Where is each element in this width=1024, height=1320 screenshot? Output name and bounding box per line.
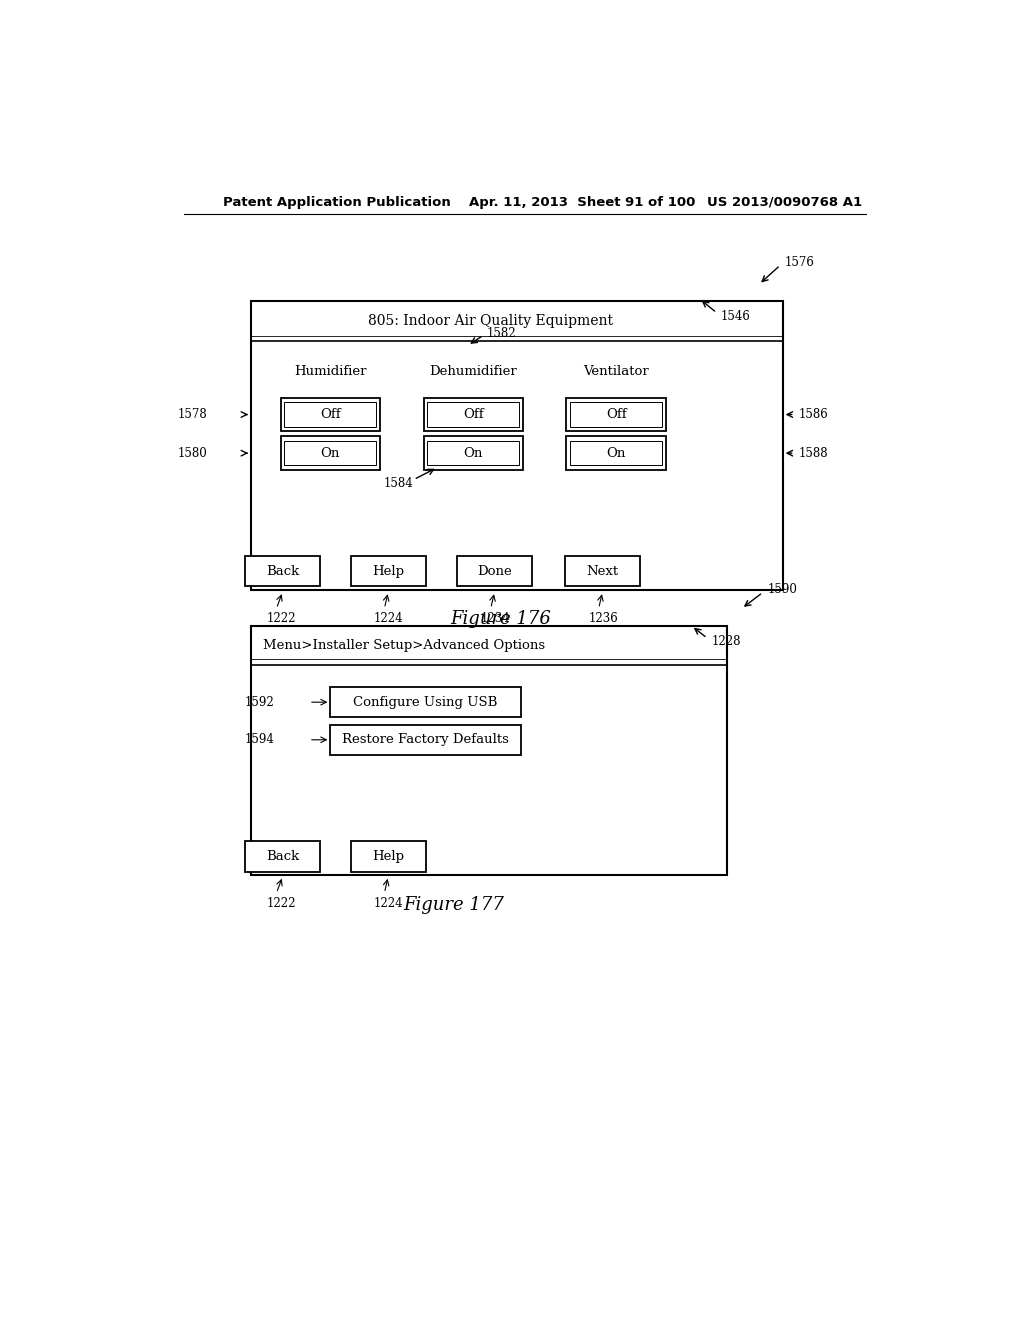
Text: Help: Help [373,850,404,863]
Text: 1588: 1588 [799,446,828,459]
Text: 1546: 1546 [721,310,751,323]
Text: 1582: 1582 [486,327,516,339]
Text: 1224: 1224 [374,896,403,909]
Bar [245,841,321,873]
Text: Back: Back [266,850,299,863]
Text: Back: Back [266,565,299,578]
Text: Ventilator: Ventilator [584,366,649,379]
Text: Dehumidifier: Dehumidifier [429,366,517,379]
Bar [566,437,666,470]
Text: On: On [606,446,626,459]
Bar [457,556,532,586]
Text: 805: Indoor Air Quality Equipment: 805: Indoor Air Quality Equipment [368,314,612,329]
Bar [281,397,380,432]
Text: 1222: 1222 [267,896,296,909]
Text: 1590: 1590 [768,583,798,595]
Text: Help: Help [373,565,404,578]
Bar [565,556,640,586]
Text: Humidifier: Humidifier [294,366,367,379]
Bar [245,556,321,586]
Text: 1224: 1224 [374,612,403,626]
Bar [251,626,727,875]
Bar [424,397,523,432]
Text: 1234: 1234 [480,612,510,626]
Text: Restore Factory Defaults: Restore Factory Defaults [342,734,509,746]
Bar [566,397,666,432]
Text: 1236: 1236 [588,612,618,626]
Bar [331,725,521,755]
Text: 1222: 1222 [267,612,296,626]
Text: Apr. 11, 2013  Sheet 91 of 100: Apr. 11, 2013 Sheet 91 of 100 [469,195,695,209]
Text: Done: Done [477,565,512,578]
Text: Off: Off [321,408,341,421]
Text: 1576: 1576 [785,256,815,268]
Text: Figure 176: Figure 176 [451,610,552,628]
Bar [331,686,521,718]
Text: On: On [321,446,340,459]
Bar [427,441,519,466]
Bar [350,556,426,586]
Text: 1584: 1584 [384,477,414,490]
Text: Off: Off [463,408,483,421]
Text: Figure 177: Figure 177 [402,896,504,915]
Bar [427,403,519,426]
Bar [424,437,523,470]
Text: 1592: 1592 [245,696,274,709]
Bar [570,403,663,426]
Text: Menu>Installer Setup>Advanced Options: Menu>Installer Setup>Advanced Options [263,639,545,652]
Text: Patent Application Publication: Patent Application Publication [223,195,451,209]
Text: 1578: 1578 [177,408,207,421]
Bar [285,441,377,466]
Bar [281,437,380,470]
Bar [570,441,663,466]
Text: 1594: 1594 [245,734,274,746]
Bar [251,301,782,590]
Text: US 2013/0090768 A1: US 2013/0090768 A1 [708,195,862,209]
Bar [285,403,377,426]
Text: 1580: 1580 [177,446,207,459]
Text: 1228: 1228 [712,635,740,648]
Text: Configure Using USB: Configure Using USB [353,696,498,709]
Text: 1586: 1586 [799,408,828,421]
Text: Off: Off [606,408,627,421]
Text: Next: Next [587,565,618,578]
Text: On: On [464,446,483,459]
Bar [350,841,426,873]
